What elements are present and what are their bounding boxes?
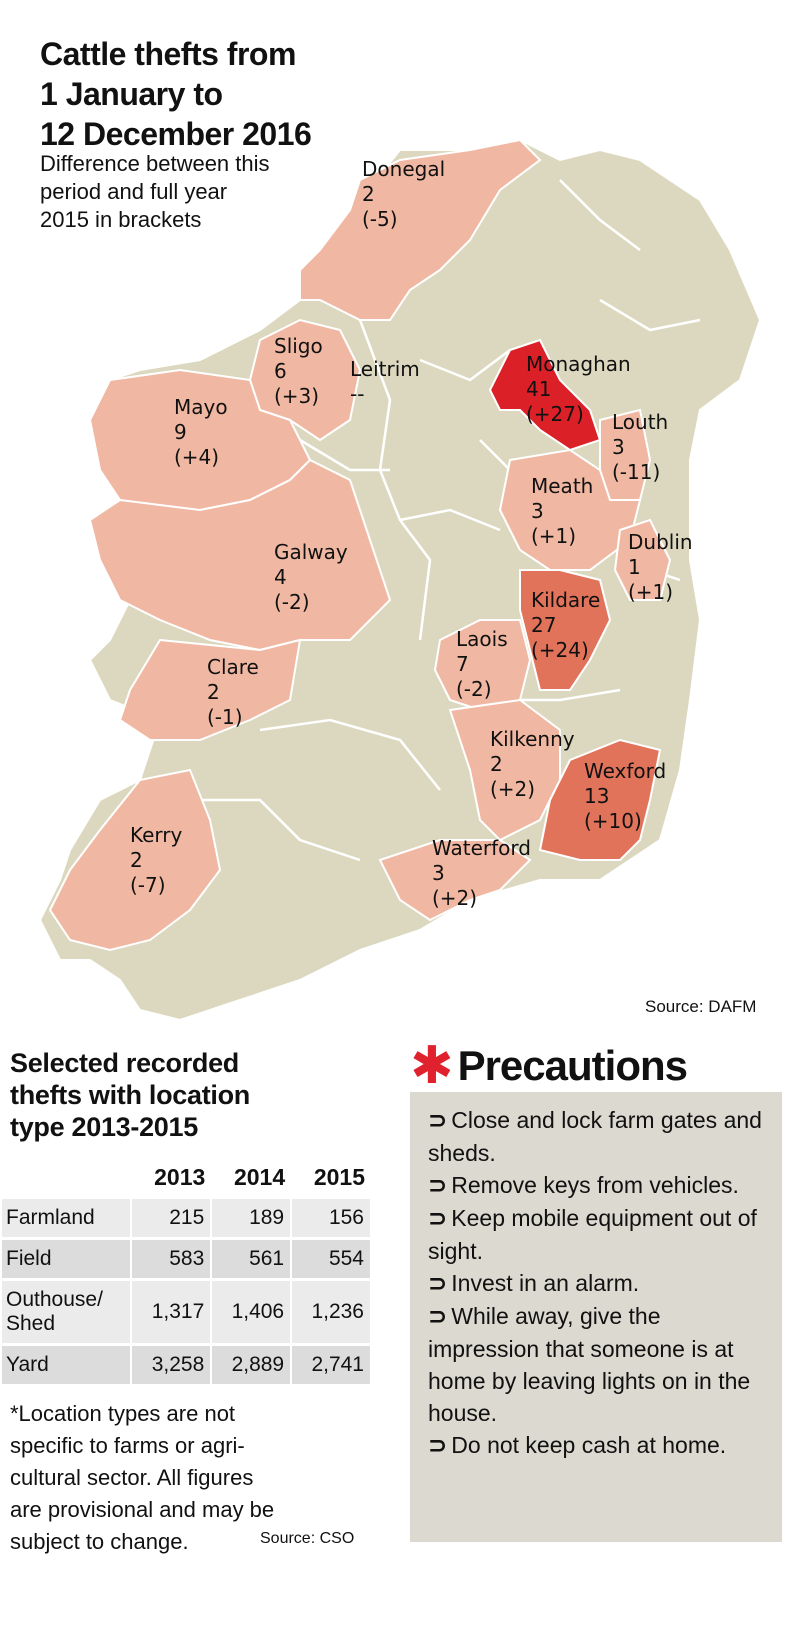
list-item: ⊃ Close and lock farm gates and sheds. [428,1107,762,1166]
precautions-title: Precautions [457,1042,688,1089]
county-shape-wexford [538,738,662,861]
list-item: ⊃ Keep mobile equipment out of sight. [428,1205,757,1264]
table-header-2015: 2015 [313,1164,365,1190]
county-label-leitrim: Leitrim -- [350,357,426,406]
table-header-blank [2,1160,131,1199]
precautions-list: ⊃ Close and lock farm gates and sheds. ⊃ R… [428,1104,773,1462]
table-cell: 583 [131,1238,213,1281]
table-cell: 554 [291,1238,372,1281]
table-cell: 156 [291,1199,372,1240]
arrow-icon: ⊃ [428,1433,448,1459]
county-label-louth: Louth 3 (-11) [612,410,675,484]
arrow-icon: ⊃ [428,1271,448,1297]
map-subtitle: Difference between this period and full … [40,151,270,232]
county-label-sligo: Sligo 6 (+3) [274,334,329,408]
precautions-header: ✱ Precautions [410,1036,688,1096]
table-cell: 3,258 [131,1344,213,1387]
table-cell: 2,741 [291,1344,372,1387]
county-labels: Donegal 2 (-5) Sligo 6 (+3) Leitrim -- M… [130,157,699,910]
arrow-icon: ⊃ [428,1206,448,1232]
county-shape-dublin [613,518,672,601]
county-label-mayo: Mayo 9 (+4) [174,395,234,469]
list-item: ⊃ Invest in an alarm. [428,1270,640,1297]
footnote: *Location types are not specific to farm… [10,1401,275,1554]
county-shape-clare [118,638,302,741]
map-title: Cattle thefts from 1 January to 12 Decem… [40,36,312,152]
table-header-row: 2013 2014 2015 [2,1160,371,1199]
asterisk-icon: ✱ [410,1036,454,1096]
table-title: Selected recorded thefts with location t… [10,1048,250,1142]
table-header-2014: 2014 [233,1164,286,1190]
precautions-box [410,1092,782,1542]
county-label-waterford: Waterford 3 (+2) [432,836,537,910]
ireland-map: Donegal 2 (-5) Sligo 6 (+3) Leitrim -- M… [38,138,762,1022]
county-shape-kilkenny [448,698,561,842]
county-shape-waterford [378,839,532,922]
county-label-dublin: Dublin 1 (+1) [628,530,699,604]
row-label: Farmland [2,1199,133,1240]
source-dafm: Source: DAFM [645,997,757,1016]
table-cell: 215 [131,1199,213,1240]
row-label: Outhouse/ Shed [2,1279,133,1346]
county-label-meath: Meath 3 (+1) [531,474,600,548]
row-label: Field [2,1238,133,1281]
table-cell: 1,406 [211,1279,293,1346]
table-cell: 561 [211,1238,293,1281]
list-item: ⊃ Remove keys from vehicles. [428,1172,739,1199]
county-label-kerry: Kerry 2 (-7) [130,823,189,897]
list-item: ⊃ Do not keep cash at home. [428,1432,727,1459]
county-shape-kerry [48,768,222,952]
county-shape-donegal [299,138,542,321]
table-row: Outhouse/ Shed 1,317 1,406 1,236 [2,1279,372,1346]
county-label-monaghan: Monaghan 41 (+27) [526,352,637,426]
county-shape-galway [88,458,392,652]
row-label: Yard [2,1344,133,1387]
county-label-kildare: Kildare 27 (+24) [531,588,607,662]
county-label-kilkenny: Kilkenny 2 (+2) [490,727,581,801]
table-row: Yard 3,258 2,889 2,741 [2,1344,372,1387]
table-cell: 189 [211,1199,293,1240]
table-cell: 1,236 [291,1279,372,1346]
list-item: ⊃ While away, give the impression that so… [428,1303,751,1426]
county-label-laois: Laois 7 (-2) [456,627,514,701]
arrow-icon: ⊃ [428,1173,448,1199]
arrow-icon: ⊃ [428,1108,448,1134]
arrow-icon: ⊃ [428,1304,448,1330]
table-cell: 1,317 [131,1279,213,1346]
source-cso: Source: CSO [260,1530,355,1547]
table-row: Farmland 215 189 156 [2,1199,372,1240]
county-label-donegal: Donegal 2 (-5) [362,157,451,231]
thefts-table: 2013 2014 2015 Farmland 215 189 156 Fiel… [2,1160,372,1387]
table-cell: 2,889 [211,1344,293,1387]
table-row: Field 583 561 554 [2,1238,372,1281]
county-shape-kildare [519,569,612,691]
table-header-2013: 2013 [154,1164,206,1190]
county-label-wexford: Wexford 13 (+10) [584,759,673,833]
county-label-galway: Galway 4 (-2) [274,540,354,614]
county-label-clare: Clare 2 (-1) [207,655,265,729]
